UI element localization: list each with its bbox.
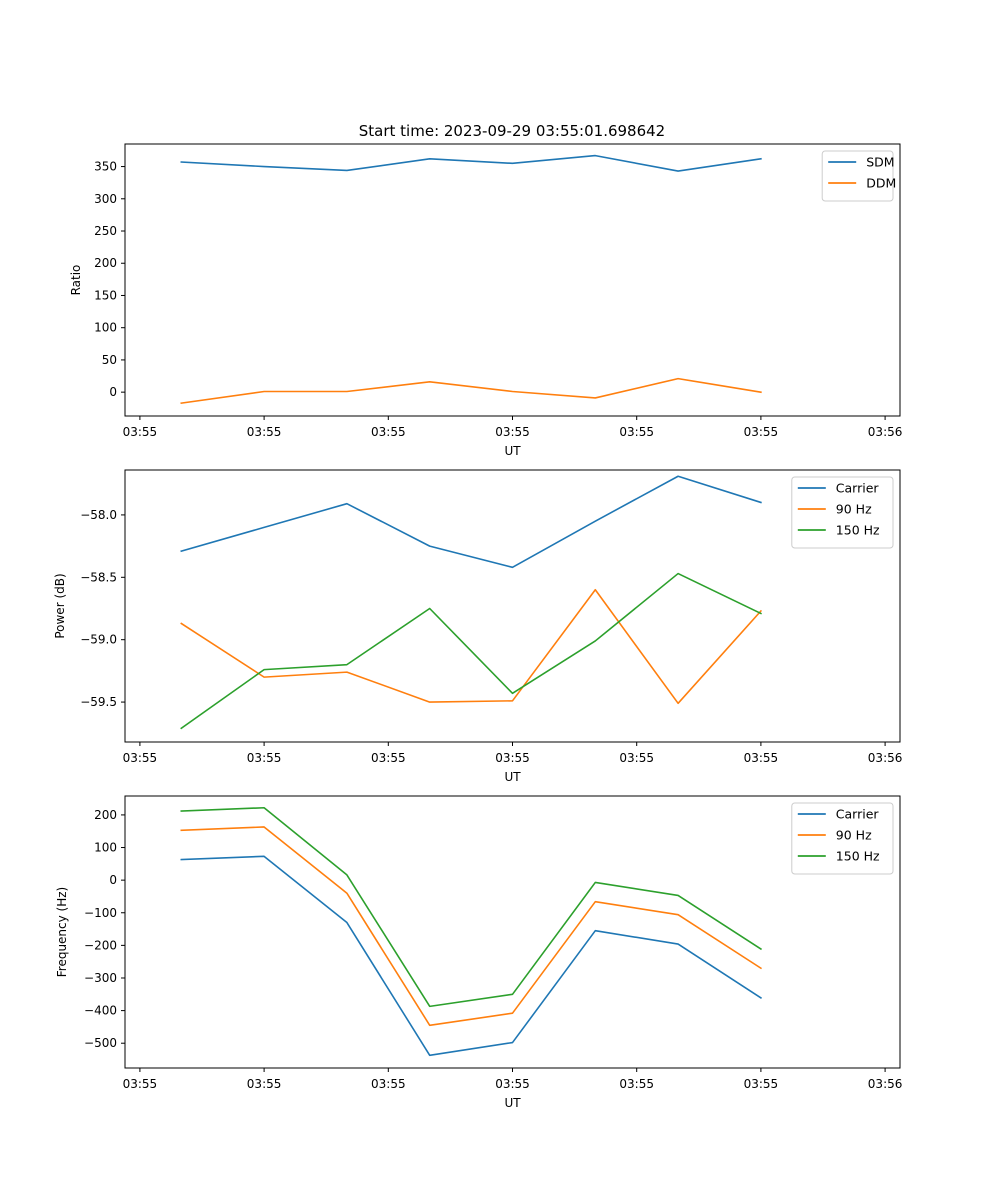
x-tick-label: 03:55 [247,1077,282,1091]
legend: SDM DDM [821,150,896,202]
x-tick-label: 03:55 [123,425,158,439]
ratio-panel: 03:55 03:55 03:55 03:55 03:55 03:55 03:56 0 50 10… [69,143,903,458]
legend-label-carrier: Carrier [836,481,880,496]
y-tick-label: −59.5 [80,695,117,709]
legend-frame [821,150,894,202]
legend-label-carrier: Carrier [836,807,880,822]
y-tick-label: −500 [84,1036,117,1050]
x-tick-label: 03:55 [744,751,779,765]
x-axis-label: UT [504,1096,521,1110]
y-axis-label: Power (dB) [53,573,67,638]
legend-label-90-hz: 90 Hz [836,502,872,517]
x-tick-label: 03:55 [247,425,282,439]
series-line-sdm [180,154,762,172]
y-tick-label: 200 [94,256,117,270]
legend-label-150-hz: 150 Hz [836,849,880,864]
y-axis-label: Frequency (Hz) [55,887,69,978]
power-panel: 03:55 03:55 03:55 03:55 03:55 03:55 03:56 −59.5… [53,469,903,784]
y-tick-label: −400 [84,1004,117,1018]
y-tick-label: 100 [94,841,117,855]
x-tick-label: 03:55 [371,751,406,765]
series-line-150-hz [180,806,763,1008]
x-tick-label: 03:56 [868,751,903,765]
x-axis-label: UT [504,444,521,458]
x-tick-label: 03:56 [868,425,903,439]
figure-title: Start time: 2023-09-29 03:55:01.698642 [359,122,665,140]
y-tick-label: 250 [94,224,117,238]
y-tick-label: −100 [84,906,117,920]
legend-label-sdm: SDM [866,155,894,170]
y-tick-label: −200 [84,938,117,952]
y-tick-label: 0 [109,873,117,887]
series-line-90-hz [180,826,763,1027]
y-tick-label: 200 [94,808,117,822]
series-line-carrier [180,475,762,569]
y-axis-label: Ratio [69,265,83,296]
x-tick-label: 03:55 [123,1077,158,1091]
x-axis-label: UT [504,770,521,784]
y-tick-label: −59.0 [80,633,117,647]
legend-label-150-hz: 150 Hz [836,523,880,538]
y-tick-label: 300 [94,192,117,206]
x-tick-label: 03:55 [247,751,282,765]
x-tick-label: 03:56 [868,1077,903,1091]
legend: Carrier 90 Hz 150 Hz [791,476,894,549]
x-tick-label: 03:55 [495,751,530,765]
y-tick-label: 150 [94,288,117,302]
legend: Carrier 90 Hz 150 Hz [791,802,894,875]
y-tick-label: 0 [109,385,117,399]
x-tick-label: 03:55 [371,1077,406,1091]
y-tick-label: −300 [84,971,117,985]
y-tick-label: 100 [94,321,117,335]
x-tick-label: 03:55 [619,1077,654,1091]
x-tick-label: 03:55 [619,751,654,765]
x-tick-label: 03:55 [495,425,530,439]
series-line-90-hz [180,588,763,705]
plot-frame [124,795,901,1069]
x-tick-label: 03:55 [371,425,406,439]
plot-frame [124,143,901,417]
x-tick-label: 03:55 [123,751,158,765]
x-tick-label: 03:55 [495,1077,530,1091]
legend-label-ddm: DDM [866,176,896,191]
x-tick-label: 03:55 [744,425,779,439]
x-tick-label: 03:55 [619,425,654,439]
x-tick-label: 03:55 [744,1077,779,1091]
y-tick-label: −58.5 [80,570,117,584]
series-line-ddm [180,377,762,405]
y-tick-label: −58.0 [80,508,117,522]
y-tick-label: 350 [94,160,117,174]
frequency-panel: 03:55 03:55 03:55 03:55 03:55 03:55 03:56 −500 −… [55,795,903,1110]
y-tick-label: 50 [102,353,117,367]
legend-label-90-hz: 90 Hz [836,828,872,843]
series-line-150-hz [180,572,762,730]
series-line-carrier [180,855,763,1057]
